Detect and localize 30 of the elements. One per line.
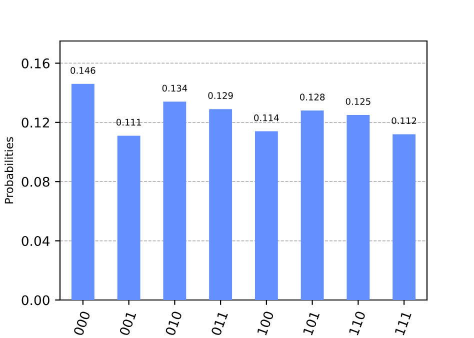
x-tick-label: 000 xyxy=(73,310,91,336)
y-tick-label: 0.04 xyxy=(22,236,50,246)
y-tick-label: 0.12 xyxy=(22,118,49,128)
data-label: 0.129 xyxy=(208,92,233,99)
bar xyxy=(117,136,140,300)
y-tick-label: 0.16 xyxy=(22,58,50,68)
x-tick-label: 101 xyxy=(302,310,320,336)
x-tick-label: 111 xyxy=(394,311,412,336)
data-label: 0.125 xyxy=(346,98,370,105)
y-axis-title: Probabilities xyxy=(4,137,14,204)
bar xyxy=(163,102,186,300)
x-tick-label: 001 xyxy=(119,310,136,336)
x-tick-label: 010 xyxy=(164,310,182,336)
data-label: 0.112 xyxy=(392,117,416,124)
bar xyxy=(300,110,324,300)
data-label: 0.111 xyxy=(116,118,141,126)
bar xyxy=(209,109,232,300)
x-tick-label: 110 xyxy=(348,310,366,336)
y-tick-label: 0.08 xyxy=(22,176,50,187)
bar xyxy=(346,115,370,300)
bar xyxy=(254,131,278,300)
data-label: 0.146 xyxy=(70,67,96,74)
data-label: 0.134 xyxy=(162,84,188,92)
y-tick-label: 0.00 xyxy=(22,295,50,306)
x-tick-label: 100 xyxy=(256,310,274,336)
bar xyxy=(392,134,416,300)
x-tick-label: 011 xyxy=(210,310,228,336)
data-label: 0.128 xyxy=(300,94,325,100)
bar xyxy=(71,84,94,300)
data-label: 0.114 xyxy=(254,114,279,122)
